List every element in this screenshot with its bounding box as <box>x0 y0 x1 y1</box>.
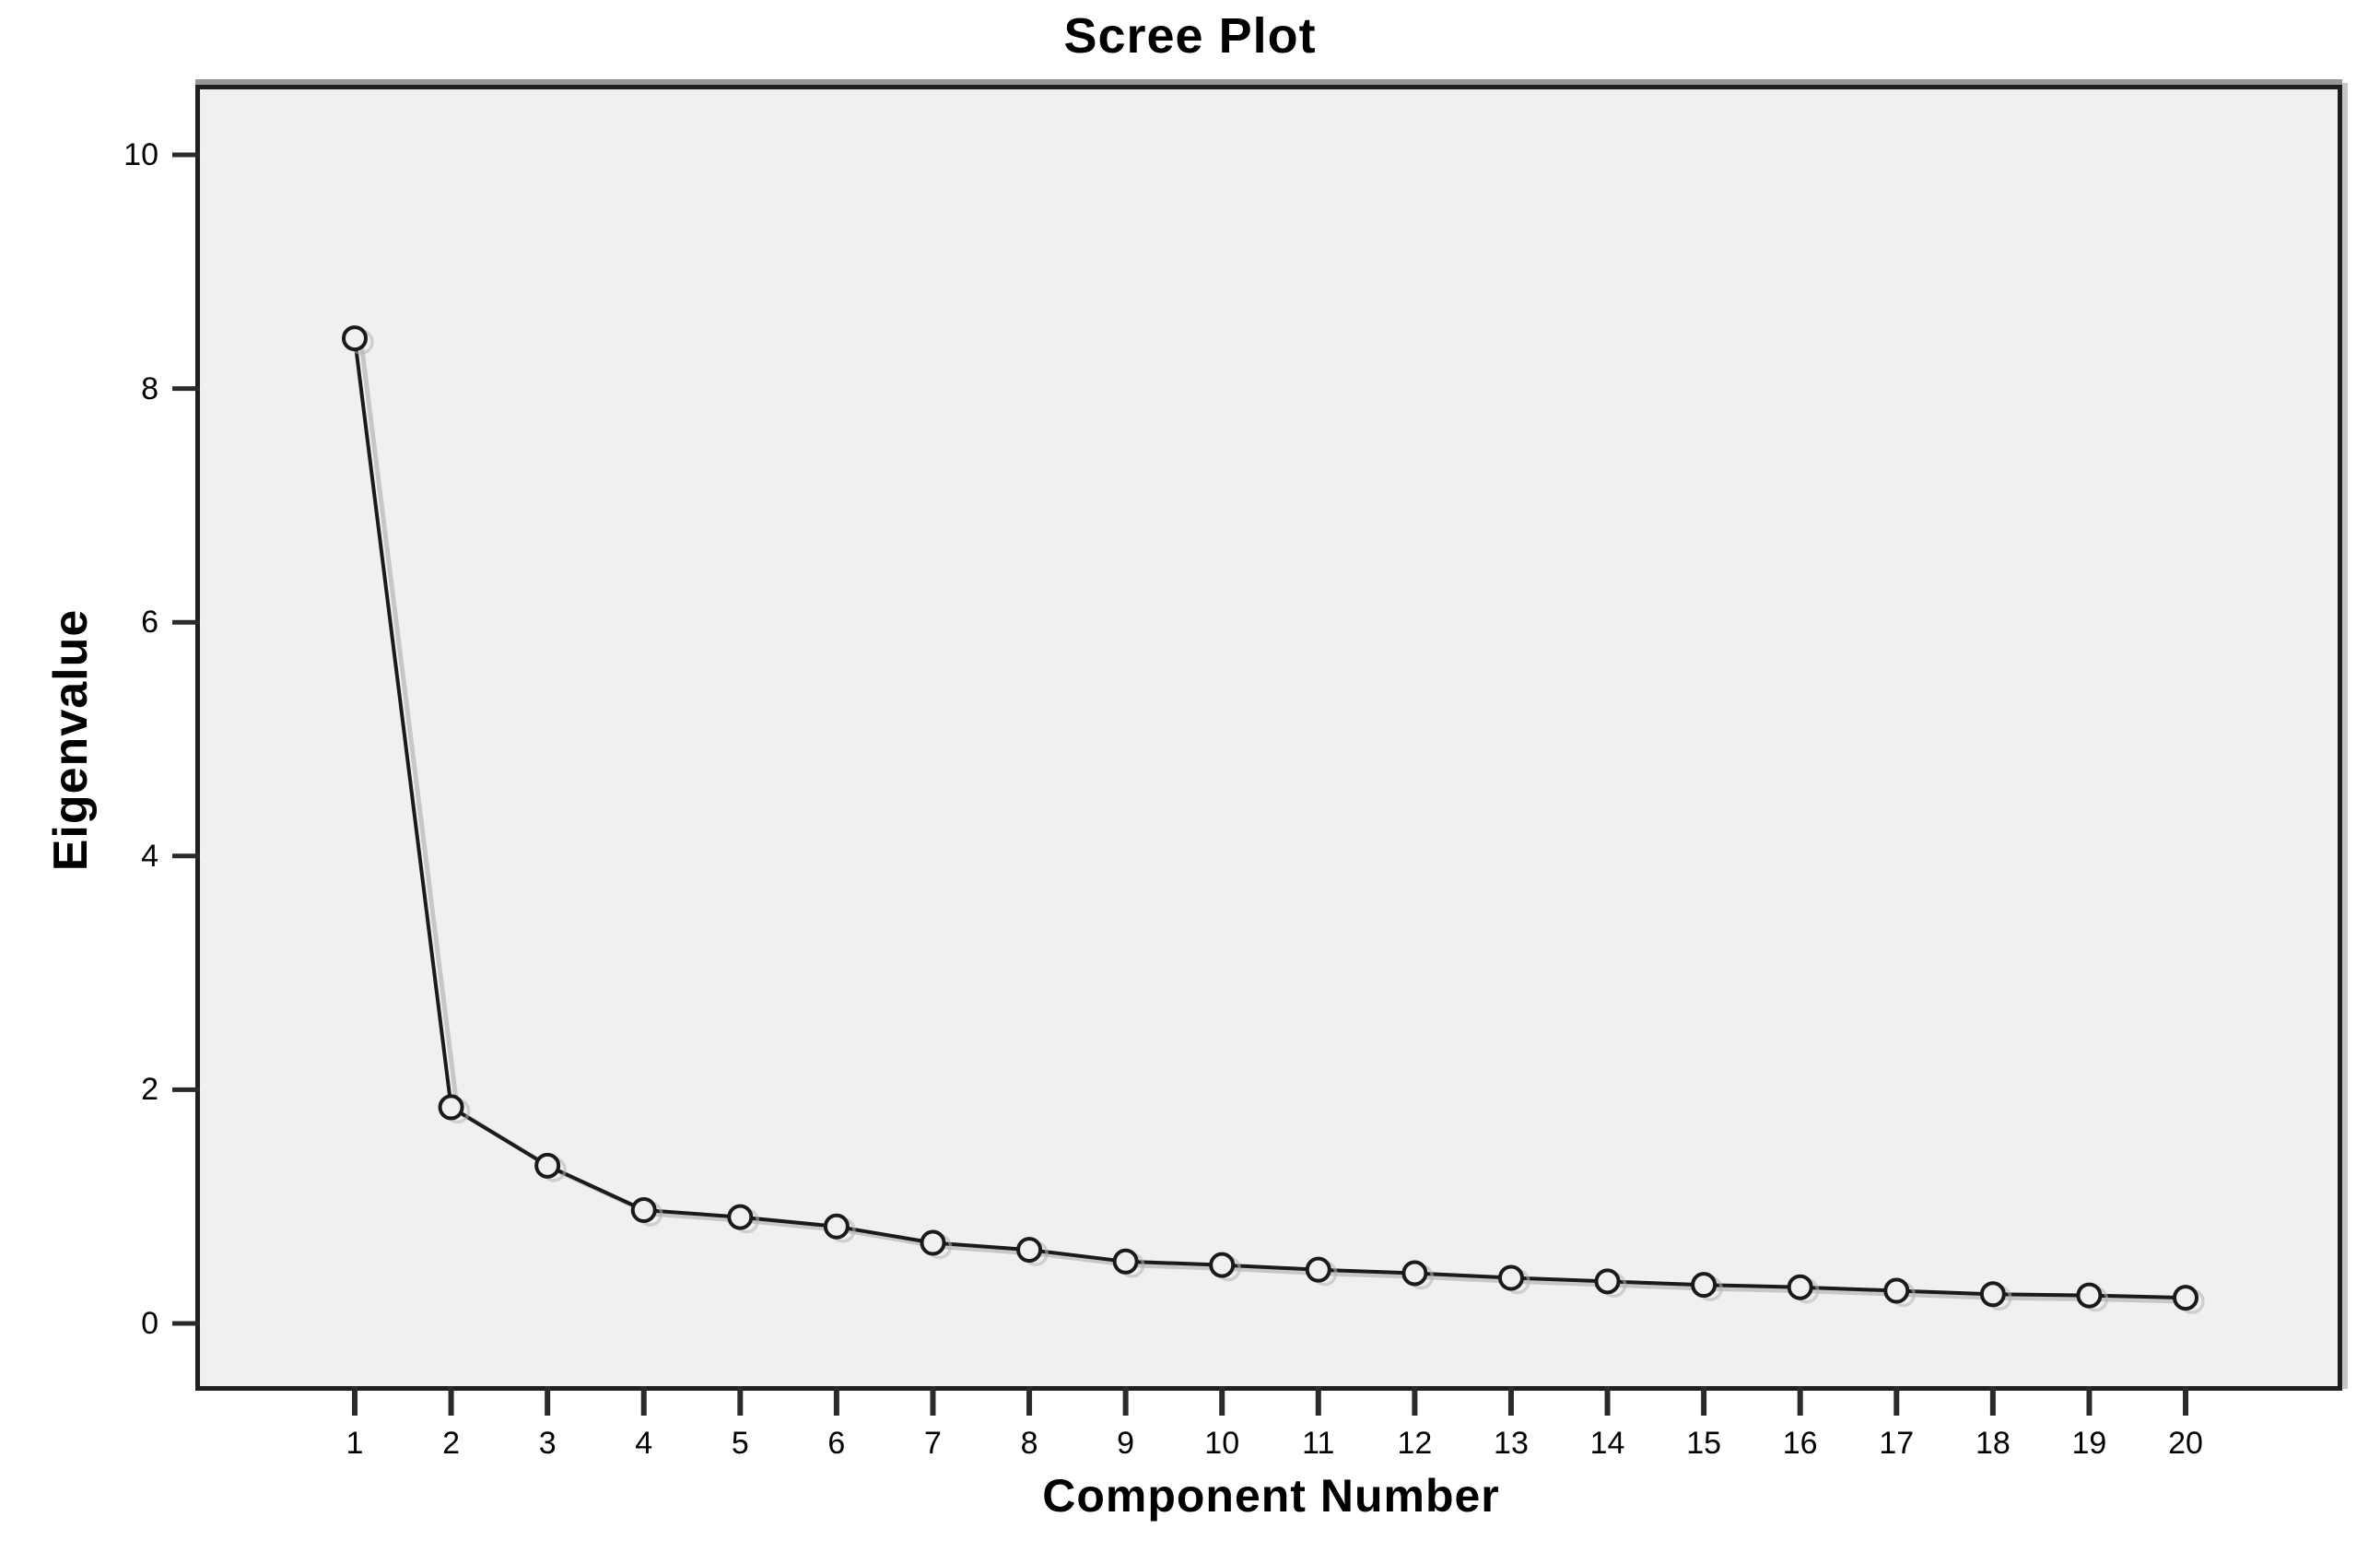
x-tick-label: 12 <box>1397 1426 1433 1461</box>
x-tick-label: 15 <box>1686 1426 1722 1461</box>
plot-area <box>195 85 2342 1391</box>
x-tick-label: 17 <box>1879 1426 1915 1461</box>
x-tick-label: 13 <box>1494 1426 1529 1461</box>
x-tick-label: 2 <box>442 1426 461 1461</box>
x-tick-label: 8 <box>1020 1426 1038 1461</box>
x-tick-label: 19 <box>2071 1426 2107 1461</box>
y-tick-label: 4 <box>141 838 158 874</box>
y-axis-title: Eigenvalue <box>44 608 98 872</box>
y-tick-label: 2 <box>141 1072 158 1108</box>
x-tick-label: 10 <box>1204 1426 1240 1461</box>
x-axis-title: Component Number <box>1042 1470 1500 1522</box>
x-tick-label: 14 <box>1589 1426 1625 1461</box>
x-tick-label: 3 <box>538 1426 557 1461</box>
x-tick-label: 4 <box>635 1426 653 1461</box>
y-tick-label: 8 <box>141 370 158 406</box>
x-tick-label: 5 <box>731 1426 749 1461</box>
x-tick-label: 1 <box>346 1426 364 1461</box>
x-tick-label: 7 <box>924 1426 942 1461</box>
y-tick-label: 10 <box>123 137 158 172</box>
chart-title: Scree Plot <box>1063 8 1317 64</box>
x-tick-label: 18 <box>1975 1426 2011 1461</box>
x-tick-label: 9 <box>1117 1426 1135 1461</box>
x-tick-label: 11 <box>1302 1426 1335 1461</box>
x-tick-label: 16 <box>1782 1426 1818 1461</box>
y-tick-label: 6 <box>141 605 158 641</box>
x-tick-label: 20 <box>2168 1426 2203 1461</box>
x-tick-label: 6 <box>827 1426 846 1461</box>
y-tick-label: 0 <box>141 1306 158 1341</box>
